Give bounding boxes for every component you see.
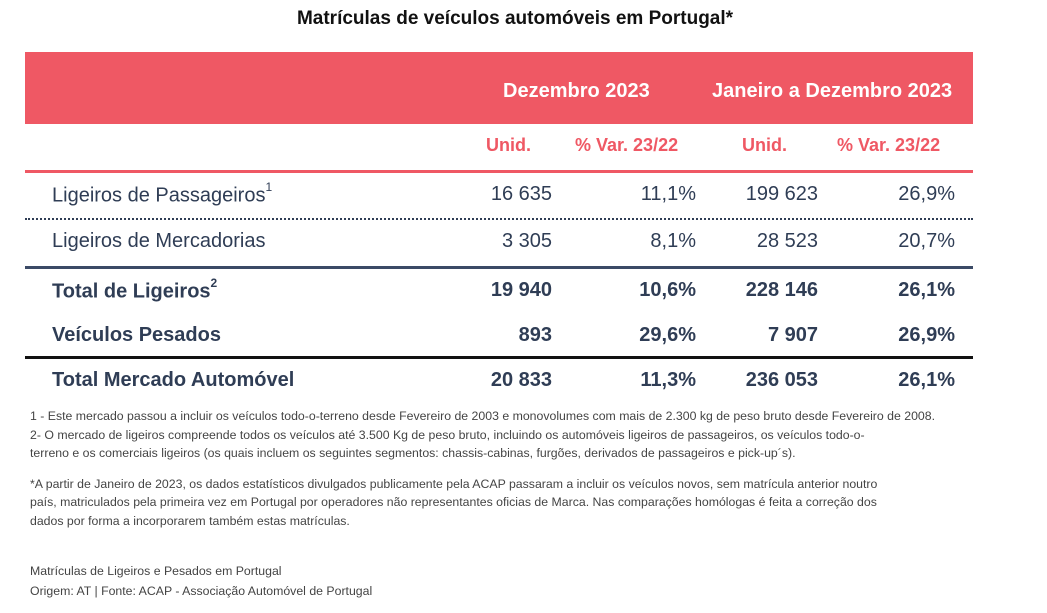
footnotes: 1 - Este mercado passou a incluir os veí… [30,407,1042,530]
row-label: Veículos Pesados [52,324,221,346]
table-row: Total de Ligeiros2 19 940 10,6% 228 146 … [25,269,973,314]
table-row: Ligeiros de Passageiros1 16 635 11,1% 19… [25,173,973,220]
total-divider [25,356,973,359]
row-label: Ligeiros de Mercadorias [52,230,266,252]
table-row: Veículos Pesados 893 29,6% 7 907 26,9% [25,314,973,356]
source-line-2: Origem: AT | Fonte: ACAP - Associação Au… [30,584,373,598]
cell-unid-dez: 893 [518,324,552,346]
cell-var-dez: 8,1% [650,230,696,252]
subheader-var-dez: % Var. 23/22 [575,135,679,155]
cell-unid-dez: 3 305 [501,230,552,252]
footnote-1: 1 - Este mercado passou a incluir os veí… [30,409,936,423]
subheader-unid-dez: Unid. [486,135,531,155]
cell-var-ano: 26,1% [898,279,955,301]
row-label: Ligeiros de Passageiros1 [52,180,273,207]
cell-var-dez: 11,3% [640,369,696,391]
cell-unid-dez: 16 635 [490,183,552,205]
cell-var-dez: 11,1% [640,183,696,205]
subheader-unid-ano: Unid. [742,135,787,155]
row-label: Total Mercado Automóvel [52,369,295,391]
cell-unid-ano: 28 523 [756,230,818,252]
header-divider [25,170,973,173]
subheader-var-ano: % Var. 23/22 [837,135,941,155]
footnote-star-line3: dados por forma a incorporarem também es… [30,513,350,528]
table-header-band: Dezembro 2023 Janeiro a Dezembro 2023 [25,52,973,124]
table-row: Total Mercado Automóvel 20 833 11,3% 236… [25,359,973,401]
footnote-2-line1: 2- O mercado de ligeiros compreende todo… [30,427,865,442]
cell-unid-dez: 19 940 [490,279,552,301]
page-title: Matrículas de veículos automóveis em Por… [296,8,734,29]
table-row: Ligeiros de Mercadorias 3 305 8,1% 28 52… [25,220,973,266]
source-line-1: Matrículas de Ligeiros e Pesados em Port… [30,564,282,578]
cell-unid-ano: 7 907 [767,324,818,346]
group-header-ano: Janeiro a Dezembro 2023 [712,80,953,102]
cell-var-ano: 26,1% [898,369,955,391]
cell-var-ano: 26,9% [898,324,955,346]
registrations-table: Dezembro 2023 Janeiro a Dezembro 2023 Un… [25,52,973,401]
footnote-2-line2: terreno e os comerciais ligeiros (os qua… [30,446,796,460]
source-info: Matrículas de Ligeiros e Pesados em Port… [30,561,372,601]
cell-var-dez: 10,6% [639,279,696,301]
row-label: Total de Ligeiros2 [52,276,218,303]
cell-var-dez: 29,6% [639,324,696,346]
footnote-star-line2: país, matriculados pela primeira vez em … [30,495,877,509]
cell-unid-dez: 20 833 [490,369,552,391]
section-divider [25,266,973,269]
cell-unid-ano: 199 623 [745,183,818,205]
cell-var-ano: 26,9% [898,183,955,205]
table-subheader: Unid. % Var. 23/22 Unid. % Var. 23/22 [25,124,973,170]
group-header-dezembro: Dezembro 2023 [503,80,650,102]
cell-var-ano: 20,7% [898,230,955,252]
cell-unid-ano: 228 146 [745,279,818,301]
footnote-star-line1: *A partir de Janeiro de 2023, os dados e… [30,476,878,491]
cell-unid-ano: 236 053 [745,369,818,391]
